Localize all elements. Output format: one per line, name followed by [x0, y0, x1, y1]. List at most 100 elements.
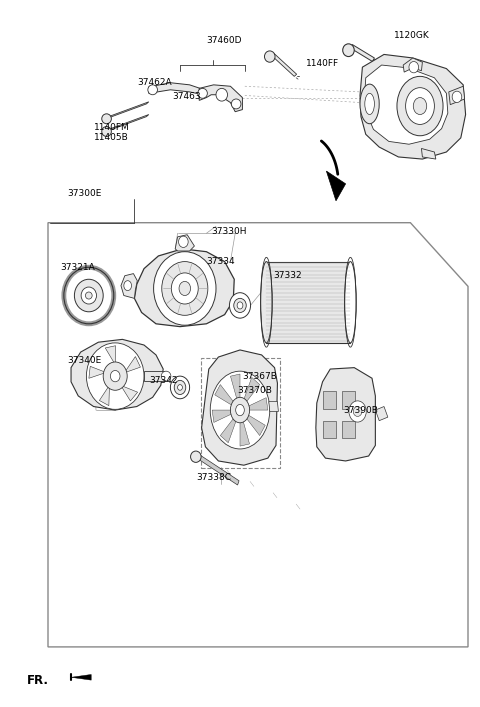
Text: 1140FM: 1140FM — [94, 123, 129, 132]
Ellipse shape — [74, 279, 103, 312]
Bar — [342, 391, 355, 409]
Text: 37330H: 37330H — [211, 228, 247, 236]
Polygon shape — [449, 86, 465, 105]
Text: 37463: 37463 — [172, 93, 201, 101]
Text: 37332: 37332 — [274, 271, 302, 280]
Ellipse shape — [349, 401, 366, 422]
Polygon shape — [365, 65, 448, 144]
Polygon shape — [175, 235, 194, 251]
Text: 37462A: 37462A — [137, 78, 171, 87]
Text: 37367B: 37367B — [242, 373, 277, 381]
Polygon shape — [71, 674, 91, 680]
Ellipse shape — [216, 88, 228, 101]
Ellipse shape — [170, 376, 190, 399]
Text: 37334: 37334 — [206, 257, 235, 266]
Ellipse shape — [237, 302, 243, 309]
Ellipse shape — [365, 93, 374, 115]
Polygon shape — [247, 398, 268, 410]
Ellipse shape — [413, 98, 427, 115]
Ellipse shape — [264, 51, 275, 62]
Ellipse shape — [191, 451, 201, 462]
Ellipse shape — [179, 236, 188, 247]
Polygon shape — [108, 102, 149, 118]
Ellipse shape — [103, 362, 127, 390]
Ellipse shape — [81, 287, 96, 304]
Ellipse shape — [406, 88, 434, 124]
Polygon shape — [271, 53, 297, 76]
Ellipse shape — [231, 99, 241, 109]
Polygon shape — [202, 350, 277, 465]
Ellipse shape — [174, 380, 186, 395]
Ellipse shape — [154, 252, 216, 325]
Ellipse shape — [148, 85, 157, 95]
Polygon shape — [375, 407, 388, 421]
Polygon shape — [105, 346, 116, 365]
Polygon shape — [215, 385, 235, 407]
Polygon shape — [124, 356, 141, 373]
Ellipse shape — [85, 292, 92, 299]
Bar — [342, 421, 355, 438]
Text: FR.: FR. — [26, 674, 48, 686]
Bar — [323, 421, 336, 438]
Ellipse shape — [452, 91, 462, 103]
Polygon shape — [326, 171, 346, 201]
Ellipse shape — [229, 293, 251, 318]
Text: 1120GK: 1120GK — [394, 31, 429, 40]
Ellipse shape — [64, 267, 114, 324]
Bar — [323, 391, 336, 409]
Text: 37321A: 37321A — [60, 263, 95, 271]
Polygon shape — [403, 58, 422, 72]
Polygon shape — [99, 385, 109, 406]
Text: 37338C: 37338C — [196, 473, 231, 481]
Ellipse shape — [397, 76, 443, 136]
Polygon shape — [350, 45, 374, 62]
Ellipse shape — [409, 62, 419, 73]
Polygon shape — [230, 374, 240, 402]
Text: 1140FF: 1140FF — [306, 59, 339, 68]
Ellipse shape — [234, 298, 246, 312]
Ellipse shape — [236, 404, 244, 416]
Text: 37300E: 37300E — [67, 189, 102, 198]
Polygon shape — [71, 339, 163, 410]
Ellipse shape — [353, 407, 362, 416]
Ellipse shape — [360, 84, 379, 124]
Polygon shape — [121, 385, 138, 401]
Polygon shape — [269, 402, 278, 411]
Ellipse shape — [161, 371, 171, 381]
Ellipse shape — [102, 114, 111, 124]
Ellipse shape — [102, 127, 111, 136]
Ellipse shape — [210, 371, 270, 449]
Text: 37340E: 37340E — [67, 356, 101, 365]
Polygon shape — [89, 366, 106, 378]
Ellipse shape — [171, 273, 198, 304]
Ellipse shape — [345, 262, 356, 343]
Ellipse shape — [162, 262, 208, 315]
Ellipse shape — [110, 370, 120, 382]
Ellipse shape — [124, 281, 132, 291]
Text: 11405B: 11405B — [94, 133, 128, 141]
Ellipse shape — [86, 343, 144, 409]
Polygon shape — [421, 148, 436, 159]
Bar — [144, 371, 166, 381]
Text: 37370B: 37370B — [238, 387, 273, 395]
Text: 37390B: 37390B — [343, 406, 378, 414]
Polygon shape — [48, 223, 468, 647]
Polygon shape — [134, 249, 234, 327]
Polygon shape — [108, 115, 149, 131]
Polygon shape — [212, 410, 233, 422]
Polygon shape — [240, 419, 250, 446]
Polygon shape — [197, 454, 239, 485]
Ellipse shape — [179, 281, 191, 296]
Polygon shape — [121, 274, 137, 298]
Ellipse shape — [343, 44, 354, 57]
Polygon shape — [243, 378, 260, 404]
Ellipse shape — [261, 262, 272, 343]
Bar — [266, 262, 350, 343]
Ellipse shape — [198, 88, 207, 98]
Ellipse shape — [178, 385, 182, 390]
Text: 37342: 37342 — [149, 376, 177, 385]
Text: 37460D: 37460D — [206, 36, 242, 45]
Polygon shape — [316, 368, 375, 461]
Polygon shape — [199, 85, 242, 112]
Polygon shape — [360, 54, 466, 159]
